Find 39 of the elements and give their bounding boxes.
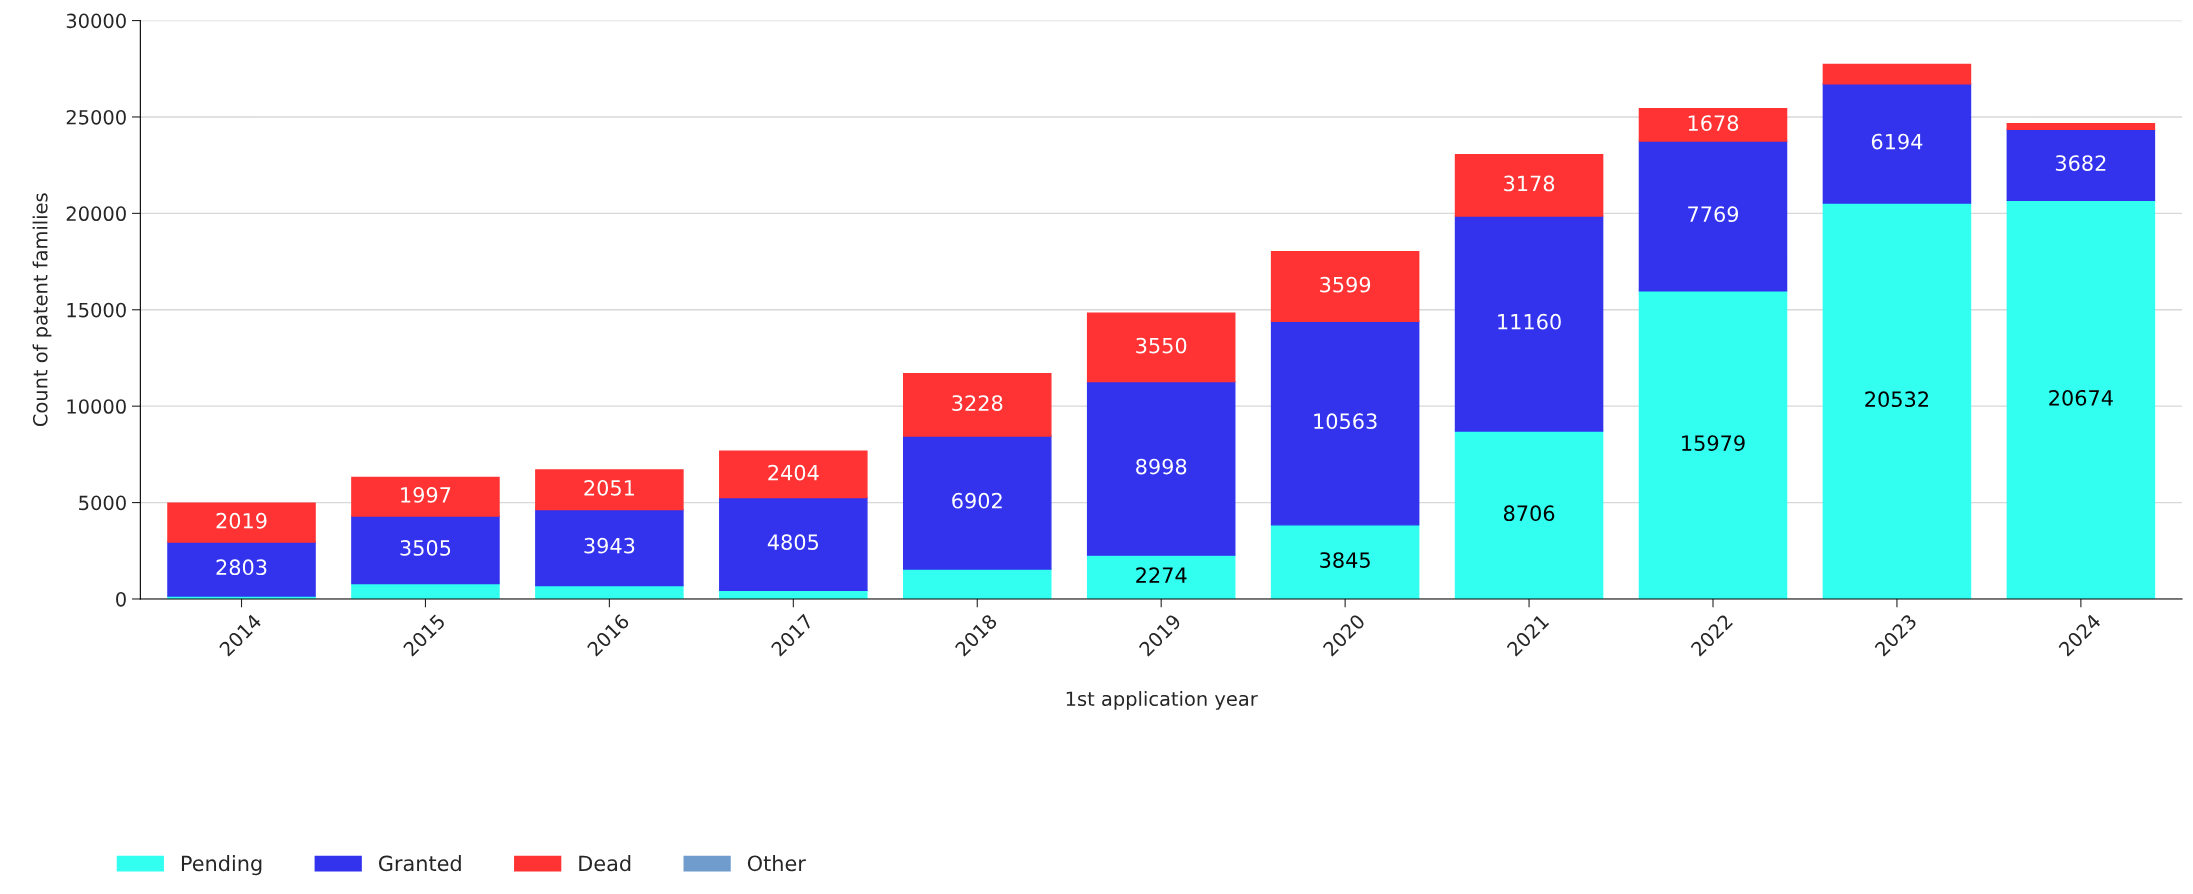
data-label: 3845 [1320,552,1370,568]
legend-label: Other [747,855,806,872]
data-label: 2051 [584,479,634,496]
y-tick-label: 25000 [66,109,126,125]
y-tick-label: 0 [116,591,126,607]
data-label: 3550 [1136,337,1187,354]
data-label: 3599 [1320,276,1371,293]
legend-label: Pending [181,855,262,876]
data-label: 3682 [2055,155,2106,171]
x-axis-title: 1st application year [1066,691,1258,710]
data-label: 2404 [768,464,819,481]
data-label: 2803 [216,559,267,576]
data-label: 8706 [1503,505,1555,522]
y-tick-label: 15000 [67,302,126,318]
data-label: 2274 [1136,567,1187,583]
legend-label: Dead [579,855,631,872]
data-label: 1997 [401,487,451,503]
data-label: 6194 [1871,133,1923,150]
data-label: 3228 [952,395,1003,411]
data-label: 20532 [1865,391,1928,408]
data-label: 20674 [2049,389,2113,406]
data-label: 3178 [1504,175,1555,192]
data-label: 3943 [584,537,635,554]
data-label: 1678 [1688,115,1739,131]
legend-label: Granted [378,855,461,872]
y-tick-label: 30000 [66,13,126,29]
data-label: 4805 [767,534,819,551]
data-label: 3505 [400,540,451,556]
data-label: 15979 [1682,435,1745,451]
data-label: 10563 [1314,413,1377,430]
data-label: 8998 [1136,458,1187,475]
data-label: 6902 [952,492,1002,509]
data-label: 7769 [1688,206,1739,223]
y-tick-label: 10000 [67,399,126,414]
y-axis-title: Count of patent families [32,193,52,427]
data-label: 11160 [1498,313,1561,330]
y-tick-label: 5000 [79,495,126,511]
y-tick-label: 20000 [66,206,126,222]
data-label: 2019 [216,512,267,529]
